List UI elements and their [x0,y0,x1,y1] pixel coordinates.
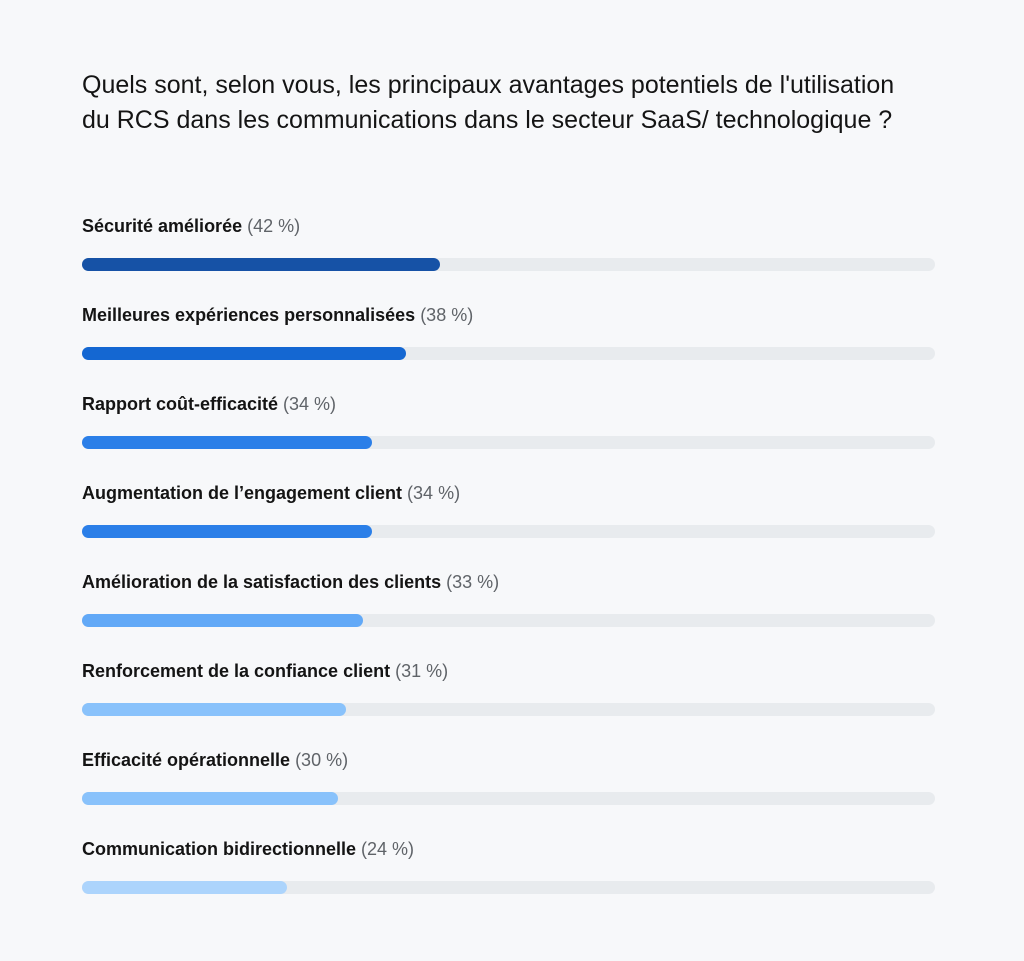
bar-track [82,525,935,538]
bar-row: Efficacité opérationnelle (30 %) [82,748,935,837]
bar [82,525,373,538]
bar-label: Rapport coût-efficacité (34 %) [82,392,935,416]
value-label: (42 %) [247,216,301,236]
bar-track [82,436,935,449]
bar-list: Sécurité améliorée (42 %) Meilleures expér… [82,214,935,926]
value-label: (24 %) [361,839,415,859]
bar [82,614,364,627]
bar [82,436,373,449]
value-label: (31 %) [395,661,449,681]
bar-track [82,792,935,805]
value-label: (38 %) [420,305,474,325]
category-label: Rapport coût-efficacité [82,394,279,414]
bar-row: Sécurité améliorée (42 %) [82,214,935,303]
bar-row: Communication bidirectionnelle (24 %) [82,837,935,926]
category-label: Amélioration de la satisfaction des clie… [82,572,442,592]
bar [82,347,407,360]
value-label: (30 %) [295,750,349,770]
bar-label: Meilleures expériences personnalisées (38… [82,303,935,327]
bar-row: Renforcement de la confiance client (31 %… [82,659,935,748]
bar-row: Amélioration de la satisfaction des clie… [82,570,935,659]
category-label: Communication bidirectionnelle [82,839,357,859]
bar-track [82,703,935,716]
chart-title: Quels sont, selon vous, les principaux a… [82,71,895,134]
category-label: Renforcement de la confiance client [82,661,391,681]
bar [82,792,338,805]
bar [82,258,441,271]
category-label: Efficacité opérationnelle [82,750,291,770]
bar-track [82,347,935,360]
value-label: (33 %) [446,572,500,592]
category-label: Meilleures expériences personnalisées [82,305,416,325]
value-label: (34 %) [407,483,461,503]
bar [82,881,287,894]
bar-row: Rapport coût-efficacité (34 %) [82,392,935,481]
category-label: Sécurité améliorée [82,216,243,236]
bar-label: Amélioration de la satisfaction des clie… [82,570,935,594]
bar-track [82,881,935,894]
value-label: (34 %) [283,394,337,414]
bar-label: Efficacité opérationnelle (30 %) [82,748,935,772]
bar-label: Renforcement de la confiance client (31 %… [82,659,935,683]
bar-label: Communication bidirectionnelle (24 %) [82,837,935,861]
bar-row: Meilleures expériences personnalisées (38… [82,303,935,392]
bar-track [82,614,935,627]
category-label: Augmentation de l’engagement client [82,483,403,503]
bar [82,703,347,716]
bar-track [82,258,935,271]
bar-label: Sécurité améliorée (42 %) [82,214,935,238]
bar-row: Augmentation de l’engagement client (34 %… [82,481,935,570]
bar-label: Augmentation de l’engagement client (34 %… [82,481,935,505]
